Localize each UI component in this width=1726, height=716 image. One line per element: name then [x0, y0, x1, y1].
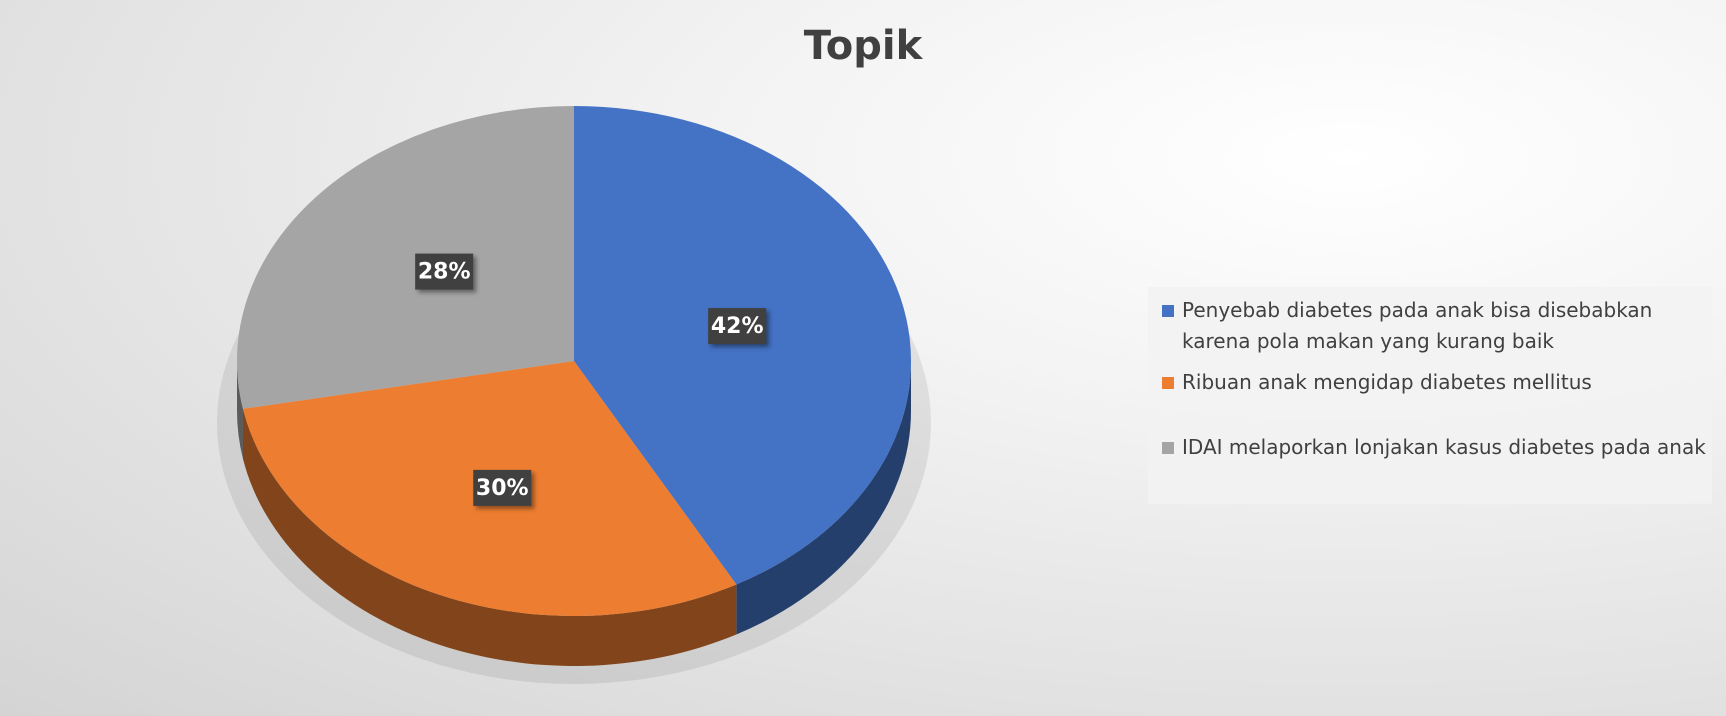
data-label: 42% [711, 314, 764, 339]
legend-swatch [1162, 305, 1174, 317]
data-label-box [708, 308, 767, 345]
legend-item: Penyebab diabetes pada anak bisa disebab… [1162, 295, 1706, 357]
legend-item: Ribuan anak mengidap diabetes mellitus [1162, 367, 1706, 398]
legend-item: IDAI melaporkan lonjakan kasus diabetes … [1162, 432, 1706, 463]
pie-slice [574, 106, 912, 585]
data-label: 28% [418, 260, 471, 285]
legend-label: IDAI melaporkan lonjakan kasus diabetes … [1182, 435, 1706, 459]
pie-slice [237, 106, 574, 409]
data-label-box [415, 253, 474, 290]
legend: Penyebab diabetes pada anak bisa disebab… [1148, 287, 1712, 504]
pie-slice-side [242, 408, 737, 666]
pie-slice-side [237, 361, 243, 459]
legend-swatch [1162, 377, 1174, 389]
data-label: 30% [476, 476, 529, 501]
legend-swatch [1162, 442, 1174, 454]
data-label-box [473, 469, 532, 506]
pie-slice-side [736, 361, 911, 635]
chart-title: Topik [804, 23, 924, 69]
legend-label: Ribuan anak mengidap diabetes mellitus [1182, 370, 1592, 394]
legend-label: Penyebab diabetes pada anak bisa disebab… [1182, 298, 1653, 353]
